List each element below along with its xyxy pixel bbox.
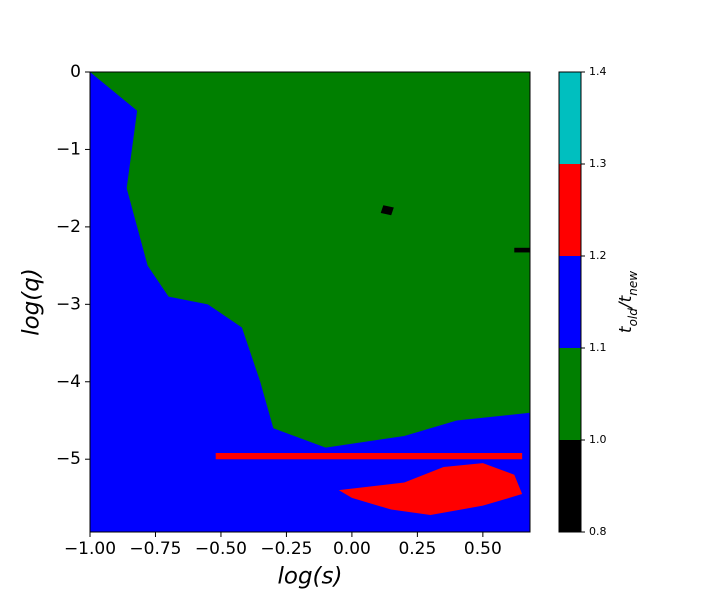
plot-area [90,72,530,532]
colorbar-band [559,72,581,164]
y-tick-label: 0 [70,62,81,82]
x-tick-label: −0.25 [260,539,312,559]
colorbar-band [559,440,581,532]
colorbar-tick-label: 1.2 [589,249,607,262]
colorbar-band [559,164,581,256]
y-tick-label: −1 [56,139,81,159]
colorbar-band [559,348,581,440]
colorbar-label-part: t [616,325,636,333]
colorbar-label-part: / [616,300,636,310]
contour-region [90,72,530,532]
x-tick-label: −1.00 [64,539,116,559]
y-tick-label: −2 [56,217,81,237]
y-tick-label: −5 [56,449,81,469]
colorbar-tick-label: 1.1 [589,341,607,354]
contour-region [338,463,523,515]
colorbar-label: told/tnew [616,271,640,333]
colorbar-tick-label: 0.8 [589,525,607,538]
x-axis-label: log(s) [278,564,343,590]
x-tick-label: 0.25 [398,539,436,559]
colorbar-label-part: new [626,271,640,296]
colorbar-frame [558,71,582,533]
contour-region [380,205,394,216]
contour-region [215,453,523,460]
x-tick-label: 0.50 [464,539,502,559]
contour-region [514,247,530,253]
plot-frame [89,71,531,533]
x-tick-label: 0.00 [333,539,371,559]
y-tick-label: −3 [56,294,81,314]
colorbar-tick-label: 1.4 [589,65,607,78]
colorbar-label-part: t [616,294,636,302]
colorbar-tick-label: 1.0 [589,433,607,446]
x-tick-label: −0.50 [195,539,247,559]
x-tick-label: −0.75 [129,539,181,559]
colorbar-band [559,256,581,348]
y-tick-label: −4 [56,372,81,392]
colorbar-label-part: old [626,308,640,327]
y-axis-label: log(q) [19,268,45,336]
colorbar-tick-label: 1.3 [589,157,607,170]
